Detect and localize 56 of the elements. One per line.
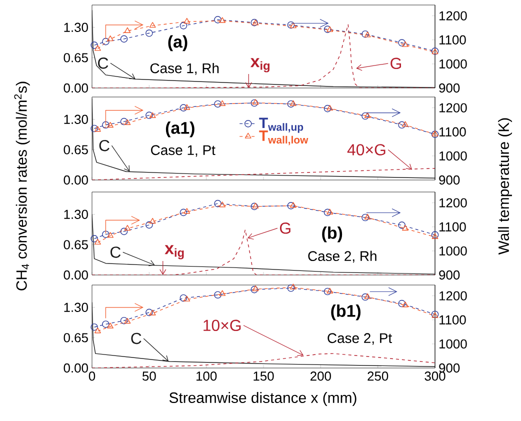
y2-tick-label: 1000 — [440, 339, 467, 349]
y-tick-label: 0.65 — [64, 240, 88, 250]
annotation: G — [280, 222, 290, 234]
annotation: Case 1, Rh — [150, 62, 219, 75]
y2-tick-label: 900 — [439, 363, 460, 373]
annotation: C — [110, 246, 121, 258]
annotation: Case 2, Pt — [328, 333, 392, 345]
annotation: Case 1, Pt — [151, 145, 216, 157]
annotation: 10×G — [204, 320, 241, 332]
y2-tick-label: 1200 — [440, 198, 467, 208]
y2-tick-label: 900 — [439, 270, 460, 280]
y-tick-label: 0.00 — [64, 270, 88, 280]
y-tick-label: 1.30 — [64, 302, 88, 312]
y-tick-label: 0.65 — [64, 145, 88, 154]
annotation: (b) — [322, 226, 342, 242]
x-tick-label: 150 — [254, 372, 274, 381]
annotation: 40×G — [347, 144, 386, 156]
y2-tick-label: 1100 — [440, 315, 466, 324]
annotation: Case 2, Rh — [308, 250, 376, 263]
annotation: (a) — [168, 35, 188, 52]
y-tick-label: 0.65 — [64, 333, 88, 342]
x-tick-label: 0 — [88, 372, 96, 381]
y-axis-title: CH$_{4}$ conversion rates (mol/m$^{2}$s) — [14, 82, 30, 290]
annotation: x$_{ig}$ — [164, 245, 184, 260]
y-tick-label: 0.00 — [64, 363, 88, 373]
annotation: C — [131, 332, 142, 344]
y2-tick-label: 1100 — [440, 222, 466, 232]
y2-tick-label: 1200 — [440, 11, 467, 20]
annotation: x$_{ig}$ — [250, 58, 270, 72]
annotation: C — [98, 58, 108, 69]
annotation: G — [390, 58, 402, 70]
y-tick-label: 1.30 — [64, 210, 88, 219]
annotation: C — [99, 140, 110, 152]
y2-tick-label: 1000 — [440, 59, 467, 69]
y2-tick-label: 900 — [439, 175, 460, 185]
y-tick-label: 0.00 — [64, 175, 88, 185]
x-axis-title: Streamwise distance x (mm) — [169, 392, 356, 406]
annotation: (b1) — [331, 304, 361, 320]
x-tick-label: 250 — [368, 372, 388, 381]
y2-tick-label: 1000 — [440, 151, 467, 161]
x-tick-label: 300 — [424, 372, 446, 381]
y-tick-label: 0.00 — [64, 83, 88, 93]
annotation: (a1) — [166, 121, 194, 138]
y2-axis-title: Wall temperature (K) — [498, 118, 512, 255]
x-tick-label: 50 — [142, 372, 156, 381]
y2-tick-label: 900 — [439, 83, 460, 93]
y-tick-label: 0.65 — [64, 53, 88, 62]
x-tick-label: 100 — [196, 372, 217, 381]
y2-tick-label: 1100 — [440, 35, 466, 44]
y2-tick-label: 1100 — [440, 127, 466, 136]
y2-tick-label: 1200 — [440, 291, 467, 300]
x-tick-label: 200 — [310, 372, 331, 381]
y-tick-label: 1.30 — [64, 22, 88, 32]
y2-tick-label: 1200 — [440, 103, 467, 112]
y2-tick-label: 1000 — [440, 246, 467, 256]
y-tick-label: 1.30 — [64, 114, 88, 124]
